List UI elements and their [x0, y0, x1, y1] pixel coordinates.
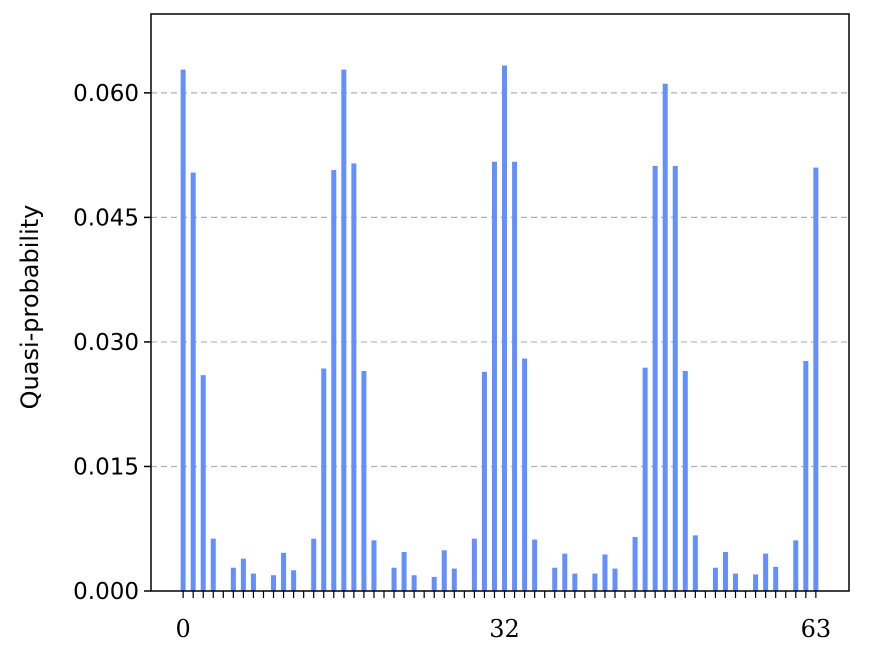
y-gridlines: [151, 92, 849, 468]
y-axis-label: Quasi-probability: [16, 205, 44, 410]
bar-9: [271, 575, 277, 591]
bar-1: [190, 172, 196, 591]
bar-51: [692, 535, 698, 591]
y-tick-label-3: 0.045: [73, 205, 139, 231]
bar-35: [532, 539, 538, 591]
bar-25: [431, 576, 437, 591]
y-tick-label-2: 0.030: [73, 330, 139, 356]
bar-26: [441, 550, 447, 591]
bar-53: [712, 567, 718, 591]
bar-2: [200, 375, 206, 591]
bar-38: [562, 553, 568, 591]
x-tick-label-0: 0: [175, 615, 190, 643]
bar-41: [592, 573, 598, 591]
bar-15: [331, 170, 337, 592]
bar-11: [291, 570, 297, 591]
bar-6: [240, 558, 246, 591]
bar-10: [281, 552, 287, 591]
bar-17: [351, 163, 357, 591]
bar-22: [401, 551, 407, 591]
bar-43: [612, 568, 618, 591]
y-tick-label-4: 0.060: [73, 81, 139, 107]
bar-34: [522, 358, 528, 591]
bar-49: [672, 165, 678, 591]
bar-50: [682, 370, 688, 591]
bar-59: [773, 566, 779, 591]
y-tick-label-0: 0.000: [73, 579, 139, 605]
bar-21: [391, 567, 397, 591]
bar-62: [803, 361, 809, 591]
bar-58: [763, 553, 769, 591]
plot-frame: [150, 13, 850, 592]
bar-0: [180, 69, 186, 592]
bar-47: [652, 165, 658, 591]
bar-55: [733, 573, 739, 591]
y-tick-label-1: 0.015: [73, 454, 139, 480]
bar-46: [642, 367, 648, 591]
x-tick-label-1: 32: [489, 615, 520, 643]
bar-31: [491, 161, 497, 591]
bar-61: [793, 540, 799, 591]
x-tick-label-2: 63: [801, 615, 832, 643]
bar-48: [662, 83, 668, 591]
bar-16: [341, 69, 347, 592]
bar-23: [411, 575, 417, 591]
bar-30: [481, 371, 487, 591]
bar-63: [813, 167, 819, 591]
bar-29: [471, 538, 477, 591]
bar-57: [753, 574, 759, 591]
bar-13: [311, 538, 317, 591]
bar-32: [502, 65, 508, 591]
bar-27: [451, 568, 457, 591]
bar-54: [722, 551, 728, 591]
y-axis-ticks: 0.000 0.015 0.030 0.045 0.060: [73, 81, 151, 605]
bar-19: [371, 540, 377, 591]
bar-37: [552, 567, 558, 591]
bar-42: [602, 554, 608, 591]
bar-3: [210, 538, 216, 591]
bar-14: [321, 368, 327, 591]
bar-45: [632, 537, 638, 591]
bar-7: [250, 573, 256, 591]
bar-33: [512, 161, 518, 591]
bar-39: [572, 573, 578, 591]
x-axis-ticks: 0 32 63: [175, 591, 831, 643]
bar-18: [361, 370, 367, 591]
bar-5: [230, 567, 236, 591]
bars: [180, 65, 819, 592]
